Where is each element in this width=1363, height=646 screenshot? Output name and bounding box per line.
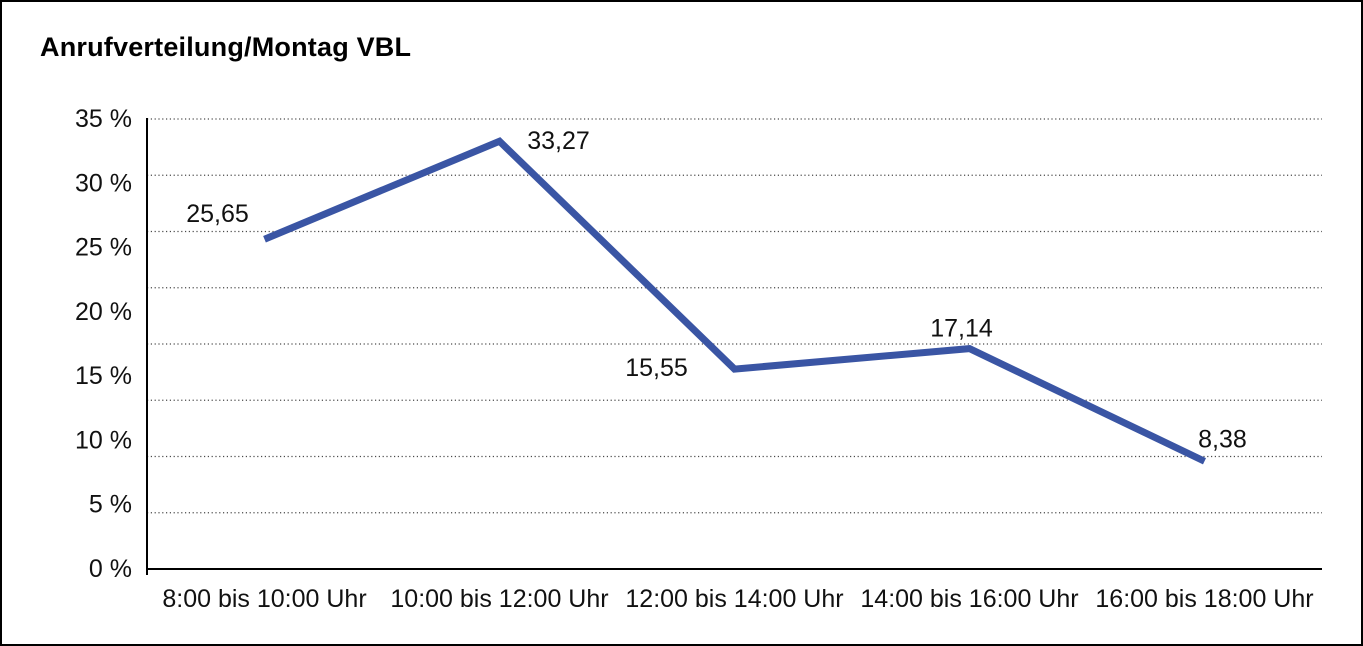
y-axis-tick-label: 5 %	[89, 491, 132, 519]
y-axis-tick-label: 10 %	[75, 426, 132, 454]
y-axis-tick-label: 15 %	[75, 362, 132, 390]
x-axis-category-label: 10:00 bis 12:00 Uhr	[390, 585, 608, 613]
x-axis-category-label: 16:00 bis 18:00 Uhr	[1095, 585, 1313, 613]
data-point-label: 17,14	[930, 315, 993, 343]
x-axis-category-label: 8:00 bis 10:00 Uhr	[162, 585, 366, 613]
y-axis-tick-label: 25 %	[75, 234, 132, 262]
y-axis-tick-label: 35 %	[75, 105, 132, 133]
data-point-label: 33,27	[527, 127, 590, 155]
y-axis-tick-label: 30 %	[75, 169, 132, 197]
y-axis-tick-label: 20 %	[75, 298, 132, 326]
data-point-label: 25,65	[186, 200, 249, 228]
data-point-label: 8,38	[1198, 425, 1247, 453]
x-axis-category-label: 14:00 bis 16:00 Uhr	[860, 585, 1078, 613]
chart-title: Anrufverteilung/Montag VBL	[40, 32, 412, 62]
data-series-line	[263, 137, 1207, 465]
y-axis-tick-label: 0 %	[89, 555, 132, 583]
x-axis-category-label: 12:00 bis 14:00 Uhr	[625, 585, 843, 613]
data-point-label: 15,55	[625, 354, 688, 382]
